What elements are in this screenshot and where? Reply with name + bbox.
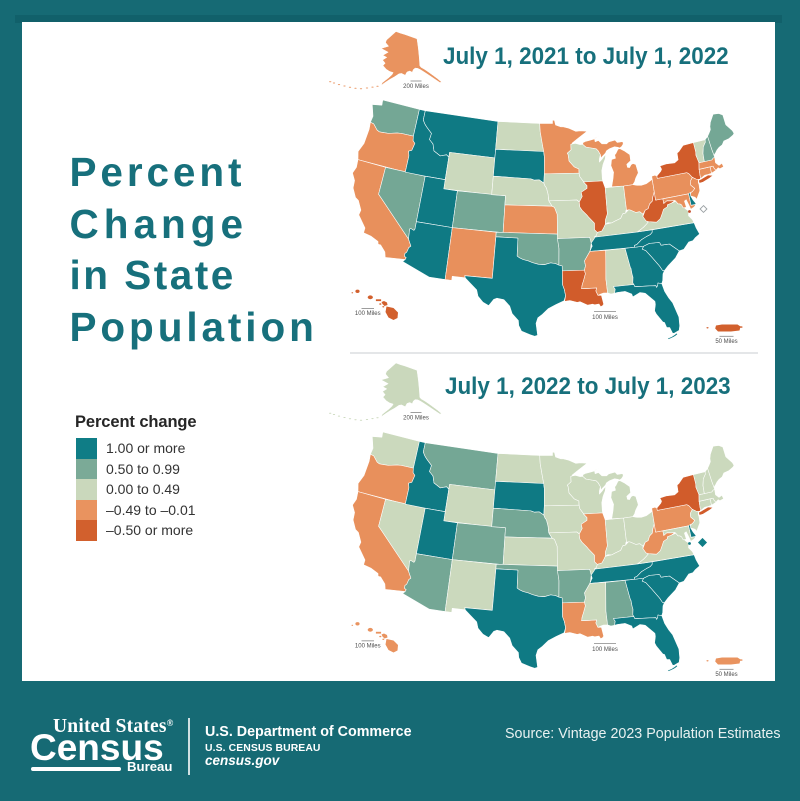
svg-text:100 Miles: 100 Miles: [592, 647, 618, 653]
svg-text:200 Miles: 200 Miles: [403, 415, 429, 421]
svg-text:50 Miles: 50 Miles: [715, 339, 737, 345]
svg-text:50 Miles: 50 Miles: [715, 672, 737, 678]
svg-text:100 Miles: 100 Miles: [592, 315, 618, 321]
svg-text:100 Miles: 100 Miles: [355, 311, 381, 317]
svg-text:200 Miles: 200 Miles: [403, 84, 429, 90]
svg-text:100 Miles: 100 Miles: [355, 644, 381, 650]
